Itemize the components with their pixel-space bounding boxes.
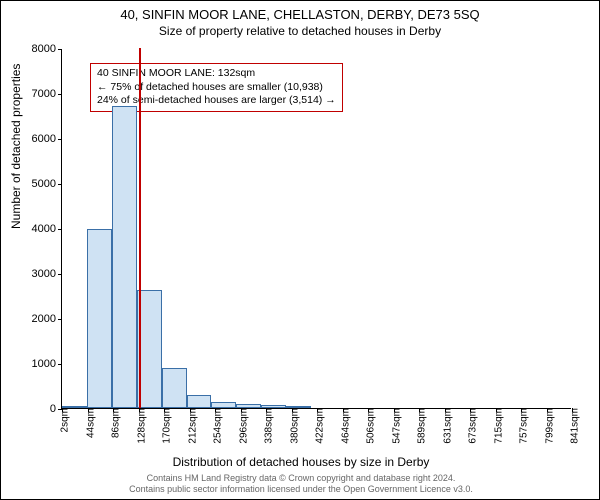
footer-line1: Contains HM Land Registry data © Crown c…	[1, 473, 600, 484]
x-tick-mark	[394, 408, 395, 412]
plot-area: 40 SINFIN MOOR LANE: 132sqm ← 75% of det…	[61, 49, 571, 409]
x-tick-mark	[368, 408, 369, 412]
histogram-bar	[286, 406, 311, 408]
x-tick-label: 128sqm	[130, 408, 147, 444]
histogram-bar	[162, 368, 187, 409]
x-tick-mark	[445, 408, 446, 412]
x-tick-mark	[241, 408, 242, 412]
histogram-bar	[87, 229, 112, 408]
histogram-bar	[211, 402, 236, 408]
x-tick-mark	[521, 408, 522, 412]
histogram-bar	[112, 106, 137, 408]
x-tick-mark	[470, 408, 471, 412]
x-tick-mark	[572, 408, 573, 412]
x-tick-mark	[139, 408, 140, 412]
footer: Contains HM Land Registry data © Crown c…	[1, 473, 600, 495]
x-tick-label: 464sqm	[334, 408, 351, 444]
x-tick-mark	[419, 408, 420, 412]
x-tick-label: 757sqm	[513, 408, 530, 444]
y-tick-mark	[58, 229, 62, 230]
y-tick-mark	[58, 319, 62, 320]
x-tick-mark	[88, 408, 89, 412]
x-axis-label: Distribution of detached houses by size …	[1, 455, 600, 469]
y-tick-mark	[58, 49, 62, 50]
chart-container: 40, SINFIN MOOR LANE, CHELLASTON, DERBY,…	[0, 0, 600, 500]
x-tick-mark	[190, 408, 191, 412]
x-tick-label: 44sqm	[79, 408, 96, 438]
x-tick-label: 589sqm	[411, 408, 428, 444]
chart-subtitle: Size of property relative to detached ho…	[1, 22, 599, 38]
y-tick-mark	[58, 274, 62, 275]
x-tick-label: 212sqm	[181, 408, 198, 444]
footer-line2: Contains public sector information licen…	[1, 484, 600, 495]
histogram-bar	[236, 404, 261, 408]
y-axis-label: Number of detached properties	[9, 64, 23, 229]
x-tick-label: 296sqm	[232, 408, 249, 444]
x-tick-label: 631sqm	[436, 408, 453, 444]
y-tick-mark	[58, 139, 62, 140]
x-tick-label: 506sqm	[360, 408, 377, 444]
x-tick-mark	[317, 408, 318, 412]
x-tick-mark	[496, 408, 497, 412]
x-tick-mark	[164, 408, 165, 412]
histogram-bar	[261, 405, 286, 408]
x-tick-label: 86sqm	[105, 408, 122, 438]
x-tick-label: 338sqm	[258, 408, 275, 444]
histogram-bar	[187, 395, 212, 409]
x-tick-label: 254sqm	[207, 408, 224, 444]
x-tick-label: 380sqm	[283, 408, 300, 444]
x-tick-mark	[292, 408, 293, 412]
x-tick-label: 422sqm	[309, 408, 326, 444]
x-tick-label: 547sqm	[385, 408, 402, 444]
y-tick-mark	[58, 94, 62, 95]
x-tick-label: 841sqm	[564, 408, 581, 444]
x-tick-label: 673sqm	[462, 408, 479, 444]
chart-title: 40, SINFIN MOOR LANE, CHELLASTON, DERBY,…	[1, 1, 599, 22]
y-tick-mark	[58, 184, 62, 185]
y-tick-mark	[58, 364, 62, 365]
x-tick-label: 799sqm	[538, 408, 555, 444]
histogram-bar	[62, 406, 87, 408]
x-tick-mark	[266, 408, 267, 412]
annotation-line2: ← 75% of detached houses are smaller (10…	[97, 81, 336, 95]
annotation-line1: 40 SINFIN MOOR LANE: 132sqm	[97, 67, 336, 81]
x-tick-mark	[547, 408, 548, 412]
annotation-box: 40 SINFIN MOOR LANE: 132sqm ← 75% of det…	[90, 63, 343, 112]
chart-area: 40 SINFIN MOOR LANE: 132sqm ← 75% of det…	[61, 49, 571, 409]
x-tick-mark	[62, 408, 63, 412]
x-tick-mark	[215, 408, 216, 412]
reference-line	[139, 48, 141, 408]
x-tick-label: 170sqm	[156, 408, 173, 444]
x-tick-label: 715sqm	[487, 408, 504, 444]
x-tick-mark	[113, 408, 114, 412]
x-tick-mark	[343, 408, 344, 412]
